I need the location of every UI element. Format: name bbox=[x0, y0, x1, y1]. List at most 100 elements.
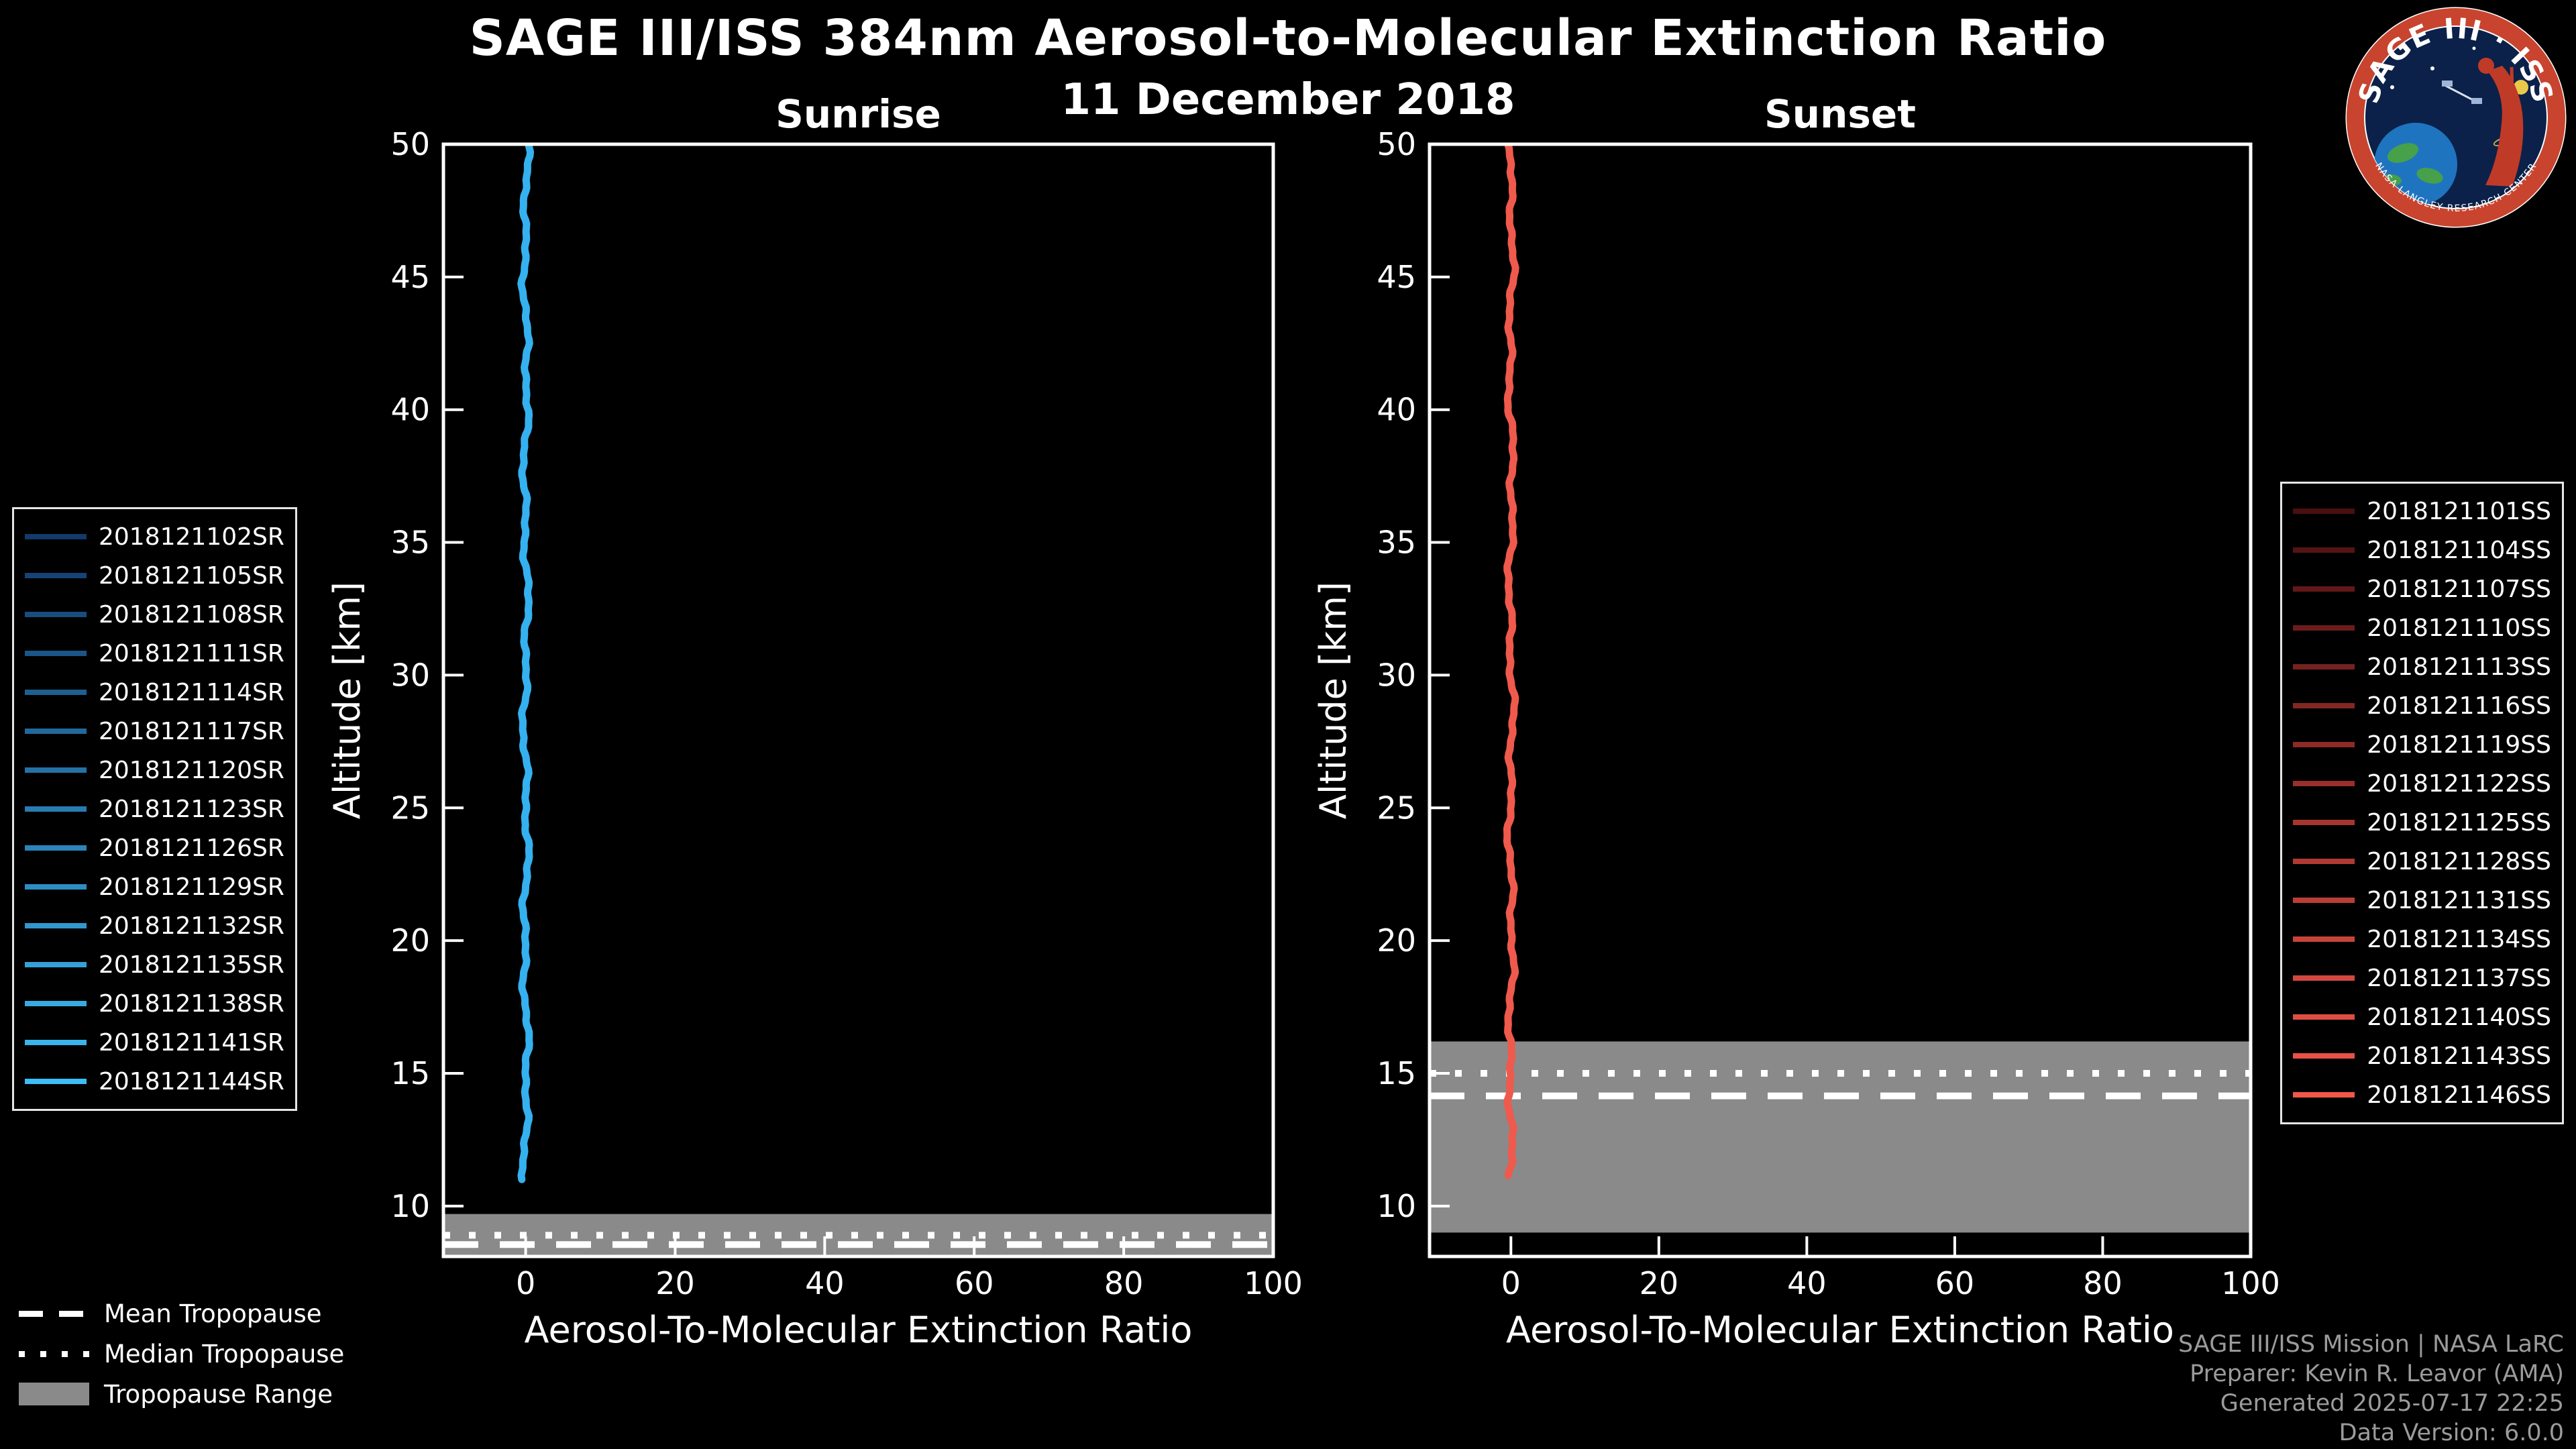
legend-line-swatch bbox=[25, 1040, 87, 1045]
legend-item: 2018121123SR bbox=[25, 790, 284, 828]
legend-item: 2018121131SS bbox=[2293, 881, 2551, 920]
legend-line-swatch bbox=[25, 534, 87, 539]
y-tick-label: 30 bbox=[1377, 657, 1416, 693]
x-tick-label: 100 bbox=[1244, 1265, 1303, 1301]
legend-item: 2018121126SR bbox=[25, 828, 284, 867]
sunset-legend-box: 2018121101SS 2018121104SS 2018121107SS 2018… bbox=[2280, 482, 2564, 1124]
star-icon bbox=[2430, 66, 2434, 70]
legend-item: 2018121101SS bbox=[2293, 492, 2551, 531]
y-tick-label: 10 bbox=[390, 1188, 430, 1224]
legend-line-swatch bbox=[2293, 547, 2355, 553]
legend-item: 2018121116SS bbox=[2293, 686, 2551, 725]
legend-event-label: 2018121135SR bbox=[99, 951, 284, 979]
legend-event-label: 2018121123SR bbox=[99, 795, 284, 823]
panel-title-sunset: Sunset bbox=[1764, 91, 1916, 137]
legend-line-swatch bbox=[2293, 820, 2355, 825]
legend-line-swatch bbox=[2293, 625, 2355, 631]
plot-border bbox=[441, 142, 1275, 1258]
legend-event-label: 2018121119SS bbox=[2367, 731, 2551, 759]
legend-event-label: 2018121104SS bbox=[2367, 536, 2551, 564]
sage-iii-iss-mission-patch: SAGE III · ISS NASA LANGLEY RESEARCH CEN… bbox=[2345, 7, 2567, 228]
figure-date-subtitle: 11 December 2018 bbox=[1061, 75, 1515, 125]
earth-landmass bbox=[2416, 168, 2443, 184]
profile-line-sunset bbox=[1503, 144, 1519, 1179]
legend-event-label: 2018121116SS bbox=[2367, 692, 2551, 720]
legend-item: 2018121128SS bbox=[2293, 842, 2551, 881]
legend-event-label: 2018121126SR bbox=[99, 834, 284, 862]
credit-line: SAGE III/ISS Mission | NASA LaRC bbox=[2178, 1331, 2564, 1358]
credit-line: Generated 2025-07-17 22:25 bbox=[2220, 1390, 2564, 1417]
legend-event-label: 2018121131SS bbox=[2367, 886, 2551, 914]
y-tick-label: 40 bbox=[1377, 392, 1416, 428]
legend-line-swatch bbox=[25, 962, 87, 967]
y-tick-label: 45 bbox=[390, 259, 430, 295]
legend-line-swatch bbox=[25, 573, 87, 578]
legend-event-label: 2018121117SR bbox=[99, 717, 284, 745]
y-tick-label: 50 bbox=[1377, 126, 1416, 162]
legend-event-label: 2018121120SR bbox=[99, 756, 284, 784]
legend-item: 2018121117SR bbox=[25, 712, 284, 751]
legend-event-label: 2018121143SS bbox=[2367, 1042, 2551, 1070]
legend-line-swatch bbox=[25, 884, 87, 890]
legend-item: 2018121107SS bbox=[2293, 570, 2551, 608]
tropopause-legend-label: Mean Tropopause bbox=[104, 1299, 322, 1328]
legend-item: 2018121108SR bbox=[25, 595, 284, 634]
y-tick-label: 15 bbox=[1377, 1055, 1416, 1091]
legend-event-label: 2018121129SR bbox=[99, 873, 284, 901]
legend-event-label: 2018121111SR bbox=[99, 639, 284, 667]
legend-line-swatch bbox=[2293, 936, 2355, 942]
y-tick-label: 40 bbox=[390, 392, 430, 428]
legend-line-swatch bbox=[2293, 1014, 2355, 1020]
y-tick-label: 20 bbox=[1377, 922, 1416, 959]
legend-item: 2018121144SR bbox=[25, 1062, 284, 1101]
legend-item: 2018121137SS bbox=[2293, 959, 2551, 998]
legend-event-label: 2018121141SR bbox=[99, 1028, 284, 1057]
legend-line-swatch bbox=[25, 729, 87, 734]
legend-event-label: 2018121132SR bbox=[99, 912, 284, 940]
x-tick-label: 60 bbox=[1935, 1265, 1975, 1301]
y-tick-label: 15 bbox=[390, 1055, 430, 1091]
tropopause-dashed-swatch bbox=[19, 1310, 89, 1317]
legend-line-swatch bbox=[25, 923, 87, 928]
legend-event-label: 2018121102SR bbox=[99, 523, 284, 551]
tropopause-legend-label: Median Tropopause bbox=[104, 1339, 345, 1368]
legend-item: 2018121110SS bbox=[2293, 608, 2551, 647]
y-tick-label: 35 bbox=[390, 525, 430, 561]
x-tick-label: 0 bbox=[516, 1265, 535, 1301]
tropopause-legend-item: Median Tropopause bbox=[19, 1334, 344, 1374]
x-tick-label: 80 bbox=[1104, 1265, 1144, 1301]
star-icon bbox=[2390, 85, 2394, 89]
legend-event-label: 2018121105SR bbox=[99, 561, 284, 590]
plot-area-sunrise bbox=[443, 144, 1273, 1256]
legend-item: 2018121120SR bbox=[25, 751, 284, 790]
legend-line-swatch bbox=[25, 806, 87, 812]
legend-item: 2018121104SS bbox=[2293, 531, 2551, 570]
sage-figure-head bbox=[2478, 58, 2494, 74]
legend-event-label: 2018121114SR bbox=[99, 678, 284, 706]
credit-line: Preparer: Kevin R. Leavor (AMA) bbox=[2190, 1360, 2564, 1387]
legend-item: 2018121140SS bbox=[2293, 998, 2551, 1036]
tropopause-legend-item: Tropopause Range bbox=[19, 1374, 344, 1414]
x-tick-label: 0 bbox=[1501, 1265, 1521, 1301]
legend-item: 2018121113SS bbox=[2293, 647, 2551, 686]
figure-title: SAGE III/ISS 384nm Aerosol-to-Molecular … bbox=[469, 9, 2107, 67]
x-tick-label: 80 bbox=[2083, 1265, 2123, 1301]
plot-border bbox=[1428, 142, 2253, 1258]
legend-event-label: 2018121110SS bbox=[2367, 614, 2551, 642]
x-axis-label: Aerosol-To-Molecular Extinction Ratio bbox=[525, 1309, 1193, 1351]
legend-event-label: 2018121125SS bbox=[2367, 808, 2551, 837]
legend-event-label: 2018121113SS bbox=[2367, 653, 2551, 681]
legend-item: 2018121105SR bbox=[25, 556, 284, 595]
legend-line-swatch bbox=[2293, 664, 2355, 669]
legend-item: 2018121146SS bbox=[2293, 1075, 2551, 1114]
legend-item: 2018121141SR bbox=[25, 1023, 284, 1062]
y-tick-label: 35 bbox=[1377, 525, 1416, 561]
legend-line-swatch bbox=[2293, 742, 2355, 747]
legend-event-label: 2018121128SS bbox=[2367, 847, 2551, 875]
legend-line-swatch bbox=[2293, 1053, 2355, 1059]
y-tick-label: 25 bbox=[1377, 790, 1416, 826]
patch-artwork bbox=[2374, 46, 2528, 206]
iss-solar-panel-icon bbox=[2471, 98, 2482, 104]
y-tick-label: 45 bbox=[1377, 259, 1416, 295]
